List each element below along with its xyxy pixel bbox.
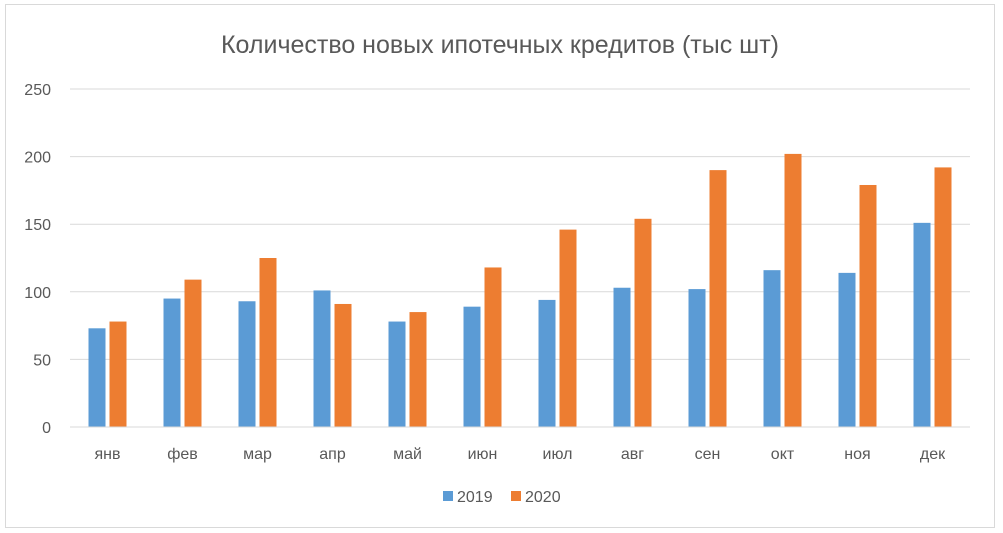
y-tick-label: 250 (24, 82, 51, 99)
x-tick-label: окт (771, 446, 795, 463)
bar-2020-июл (559, 229, 577, 427)
gridlines (70, 88, 970, 360)
bar-2019-апр (313, 290, 331, 427)
bar-2019-фев (163, 298, 181, 427)
y-tick-label: 150 (24, 217, 51, 234)
bar-2019-ноя (838, 272, 856, 427)
x-tick-label: фев (167, 446, 198, 463)
legend-label: 2019 (457, 489, 493, 506)
legend: 2019 2020 (443, 489, 561, 506)
bar-2020-мар (259, 258, 277, 427)
chart-title: Количество новых ипотечных кредитов (тыс… (221, 31, 779, 59)
x-tick-label: июн (468, 446, 498, 463)
bar-2019-июн (463, 306, 481, 427)
bar-2020-янв (109, 321, 127, 427)
y-tick-label: 0 (42, 420, 51, 437)
bars (88, 153, 952, 427)
legend-label: 2020 (525, 489, 561, 506)
x-tick-label: янв (95, 446, 121, 463)
y-tick-label: 50 (33, 352, 51, 369)
bar-2020-май (409, 312, 427, 427)
x-tick-label: ноя (844, 446, 870, 463)
chart-area (5, 4, 995, 528)
bar-2019-май (388, 321, 406, 427)
bar-2019-сен (688, 289, 706, 427)
y-axis-ticks: 0 50 100 150 200 250 (24, 82, 51, 437)
bar-2019-июл (538, 299, 556, 427)
bar-2019-дек (913, 222, 931, 427)
bar-2019-окт (763, 270, 781, 427)
bar-2020-сен (709, 170, 727, 427)
x-tick-label: дек (920, 446, 946, 463)
x-tick-label: апр (319, 446, 346, 463)
y-tick-label: 200 (24, 150, 51, 167)
x-axis-ticks: янв фев мар апр май июн июл авг сен окт ноя дек (95, 446, 947, 463)
legend-swatch-2020 (511, 491, 521, 501)
bar-2019-янв (88, 328, 106, 427)
bar-2020-окт (784, 153, 802, 427)
x-tick-label: май (393, 446, 422, 463)
legend-swatch-2019 (443, 491, 453, 501)
bar-2020-апр (334, 303, 352, 427)
x-tick-label: мар (243, 446, 272, 463)
bar-2019-авг (613, 287, 631, 427)
y-tick-label: 100 (24, 285, 51, 302)
bar-2020-июн (484, 267, 502, 427)
bar-2020-авг (634, 218, 652, 427)
bar-2020-фев (184, 279, 202, 427)
bar-2020-ноя (859, 184, 877, 427)
bar-2020-дек (934, 167, 952, 427)
x-tick-label: июл (543, 446, 573, 463)
bar-2019-мар (238, 301, 256, 427)
x-tick-label: сен (695, 446, 721, 463)
x-tick-label: авг (621, 446, 644, 463)
